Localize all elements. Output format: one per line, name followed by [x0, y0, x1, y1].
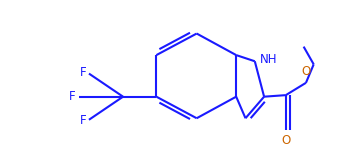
Text: F: F: [80, 66, 87, 79]
Text: O: O: [281, 134, 290, 147]
Text: F: F: [80, 114, 87, 127]
Text: NH: NH: [260, 53, 278, 66]
Text: O: O: [301, 65, 310, 78]
Text: F: F: [69, 90, 76, 103]
